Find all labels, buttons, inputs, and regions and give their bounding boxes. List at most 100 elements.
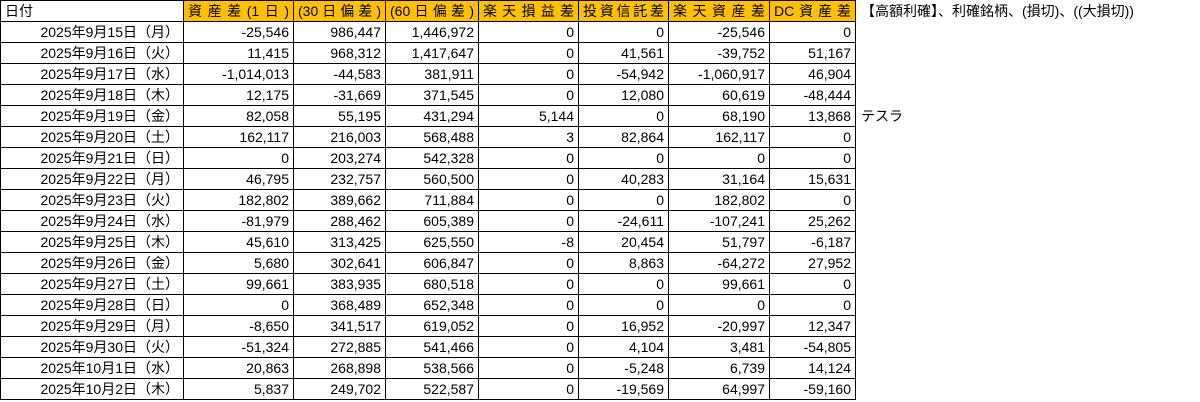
cell-dev_60d[interactable]: 522,587 (385, 378, 479, 400)
cell-rakuten_pl_diff[interactable]: 5,144 (478, 105, 579, 127)
cell-rakuten_pl_diff[interactable]: 0 (478, 21, 579, 43)
cell-fund_diff[interactable]: 0 (578, 189, 669, 211)
cell-fund_diff[interactable]: 41,561 (578, 42, 669, 64)
cell-dc_asset_diff[interactable]: 0 (769, 294, 856, 316)
column-header-rakuten_asset_diff[interactable]: 楽天資産差 (668, 0, 770, 22)
cell-dc_asset_diff[interactable]: 25,262 (769, 210, 856, 232)
cell-dev_60d[interactable]: 568,488 (385, 126, 479, 148)
cell-date[interactable]: 2025年9月16日（火） (0, 42, 184, 64)
cell-rakuten_pl_diff[interactable]: 0 (478, 210, 579, 232)
cell-fund_diff[interactable]: -54,942 (578, 63, 669, 85)
cell-rakuten_pl_diff[interactable]: 0 (478, 252, 579, 274)
cell-dev_30d[interactable]: 232,757 (293, 168, 386, 190)
column-header-dc_asset_diff[interactable]: DC資産差 (769, 0, 856, 22)
row-note[interactable] (855, 210, 1200, 232)
cell-rakuten_pl_diff[interactable]: 0 (478, 336, 579, 358)
cell-dev_60d[interactable]: 541,466 (385, 336, 479, 358)
cell-dev_30d[interactable]: 268,898 (293, 357, 386, 379)
cell-rakuten_asset_diff[interactable]: 0 (668, 294, 770, 316)
cell-fund_diff[interactable]: 0 (578, 273, 669, 295)
cell-dev_60d[interactable]: 605,389 (385, 210, 479, 232)
cell-asset_diff_1d[interactable]: 0 (183, 147, 294, 169)
row-note[interactable] (855, 252, 1200, 274)
row-note[interactable] (855, 63, 1200, 85)
cell-dc_asset_diff[interactable]: 15,631 (769, 168, 856, 190)
cell-asset_diff_1d[interactable]: 82,058 (183, 105, 294, 127)
cell-date[interactable]: 2025年9月15日（月） (0, 21, 184, 43)
row-note[interactable] (855, 231, 1200, 253)
cell-fund_diff[interactable]: 0 (578, 294, 669, 316)
cell-fund_diff[interactable]: -24,611 (578, 210, 669, 232)
cell-asset_diff_1d[interactable]: -25,546 (183, 21, 294, 43)
cell-fund_diff[interactable]: 16,952 (578, 315, 669, 337)
cell-rakuten_asset_diff[interactable]: -25,546 (668, 21, 770, 43)
cell-fund_diff[interactable]: 40,283 (578, 168, 669, 190)
row-note[interactable] (855, 168, 1200, 190)
cell-rakuten_asset_diff[interactable]: 162,117 (668, 126, 770, 148)
cell-rakuten_asset_diff[interactable]: 182,802 (668, 189, 770, 211)
cell-fund_diff[interactable]: -5,248 (578, 357, 669, 379)
cell-rakuten_pl_diff[interactable]: 0 (478, 357, 579, 379)
cell-dc_asset_diff[interactable]: 46,904 (769, 63, 856, 85)
cell-date[interactable]: 2025年10月1日（水） (0, 357, 184, 379)
cell-date[interactable]: 2025年9月26日（金） (0, 252, 184, 274)
cell-dev_30d[interactable]: 203,274 (293, 147, 386, 169)
cell-dc_asset_diff[interactable]: 0 (769, 21, 856, 43)
cell-rakuten_asset_diff[interactable]: -107,241 (668, 210, 770, 232)
cell-dc_asset_diff[interactable]: 0 (769, 189, 856, 211)
cell-dev_30d[interactable]: -44,583 (293, 63, 386, 85)
row-note[interactable] (855, 294, 1200, 316)
cell-dev_30d[interactable]: 313,425 (293, 231, 386, 253)
cell-date[interactable]: 2025年9月18日（木） (0, 84, 184, 106)
column-header-rakuten_pl_diff[interactable]: 楽天損益差 (478, 0, 579, 22)
cell-date[interactable]: 2025年9月30日（火） (0, 336, 184, 358)
cell-asset_diff_1d[interactable]: 46,795 (183, 168, 294, 190)
cell-asset_diff_1d[interactable]: 12,175 (183, 84, 294, 106)
cell-date[interactable]: 2025年9月23日（火） (0, 189, 184, 211)
cell-dev_30d[interactable]: 986,447 (293, 21, 386, 43)
cell-dc_asset_diff[interactable]: -59,160 (769, 378, 856, 400)
cell-rakuten_asset_diff[interactable]: 51,797 (668, 231, 770, 253)
cell-date[interactable]: 2025年9月27日（土） (0, 273, 184, 295)
cell-date[interactable]: 2025年9月19日（金） (0, 105, 184, 127)
cell-asset_diff_1d[interactable]: -51,324 (183, 336, 294, 358)
cell-dev_60d[interactable]: 371,545 (385, 84, 479, 106)
cell-fund_diff[interactable]: 0 (578, 21, 669, 43)
cell-fund_diff[interactable]: -19,569 (578, 378, 669, 400)
cell-dc_asset_diff[interactable]: 14,124 (769, 357, 856, 379)
cell-asset_diff_1d[interactable]: -1,014,013 (183, 63, 294, 85)
cell-asset_diff_1d[interactable]: 0 (183, 294, 294, 316)
cell-rakuten_asset_diff[interactable]: -64,272 (668, 252, 770, 274)
row-note[interactable] (855, 21, 1200, 43)
cell-dev_30d[interactable]: 272,885 (293, 336, 386, 358)
cell-dc_asset_diff[interactable]: -48,444 (769, 84, 856, 106)
column-header-date[interactable]: 日付 (0, 0, 184, 22)
cell-dc_asset_diff[interactable]: 12,347 (769, 315, 856, 337)
cell-rakuten_pl_diff[interactable]: 0 (478, 294, 579, 316)
cell-dev_30d[interactable]: 389,662 (293, 189, 386, 211)
cell-date[interactable]: 2025年9月20日（土） (0, 126, 184, 148)
column-header-dev_30d[interactable]: (30日偏差) (293, 0, 386, 22)
cell-rakuten_pl_diff[interactable]: 0 (478, 63, 579, 85)
column-header-asset_diff_1d[interactable]: 資産差(1日) (183, 0, 294, 22)
row-note[interactable] (855, 189, 1200, 211)
cell-dev_30d[interactable]: 216,003 (293, 126, 386, 148)
cell-dev_30d[interactable]: 55,195 (293, 105, 386, 127)
cell-dev_60d[interactable]: 1,417,647 (385, 42, 479, 64)
row-note[interactable] (855, 147, 1200, 169)
cell-dev_30d[interactable]: 968,312 (293, 42, 386, 64)
row-note[interactable] (855, 357, 1200, 379)
cell-rakuten_pl_diff[interactable]: 0 (478, 84, 579, 106)
cell-dc_asset_diff[interactable]: -54,805 (769, 336, 856, 358)
cell-rakuten_asset_diff[interactable]: 6,739 (668, 357, 770, 379)
cell-asset_diff_1d[interactable]: 20,863 (183, 357, 294, 379)
column-header-dev_60d[interactable]: (60日偏差) (385, 0, 479, 22)
row-note[interactable] (855, 126, 1200, 148)
cell-rakuten_asset_diff[interactable]: 64,997 (668, 378, 770, 400)
cell-dev_30d[interactable]: 288,462 (293, 210, 386, 232)
row-note[interactable] (855, 42, 1200, 64)
cell-rakuten_pl_diff[interactable]: 0 (478, 273, 579, 295)
cell-dev_30d[interactable]: 368,489 (293, 294, 386, 316)
row-note[interactable] (855, 84, 1200, 106)
cell-dc_asset_diff[interactable]: 0 (769, 147, 856, 169)
